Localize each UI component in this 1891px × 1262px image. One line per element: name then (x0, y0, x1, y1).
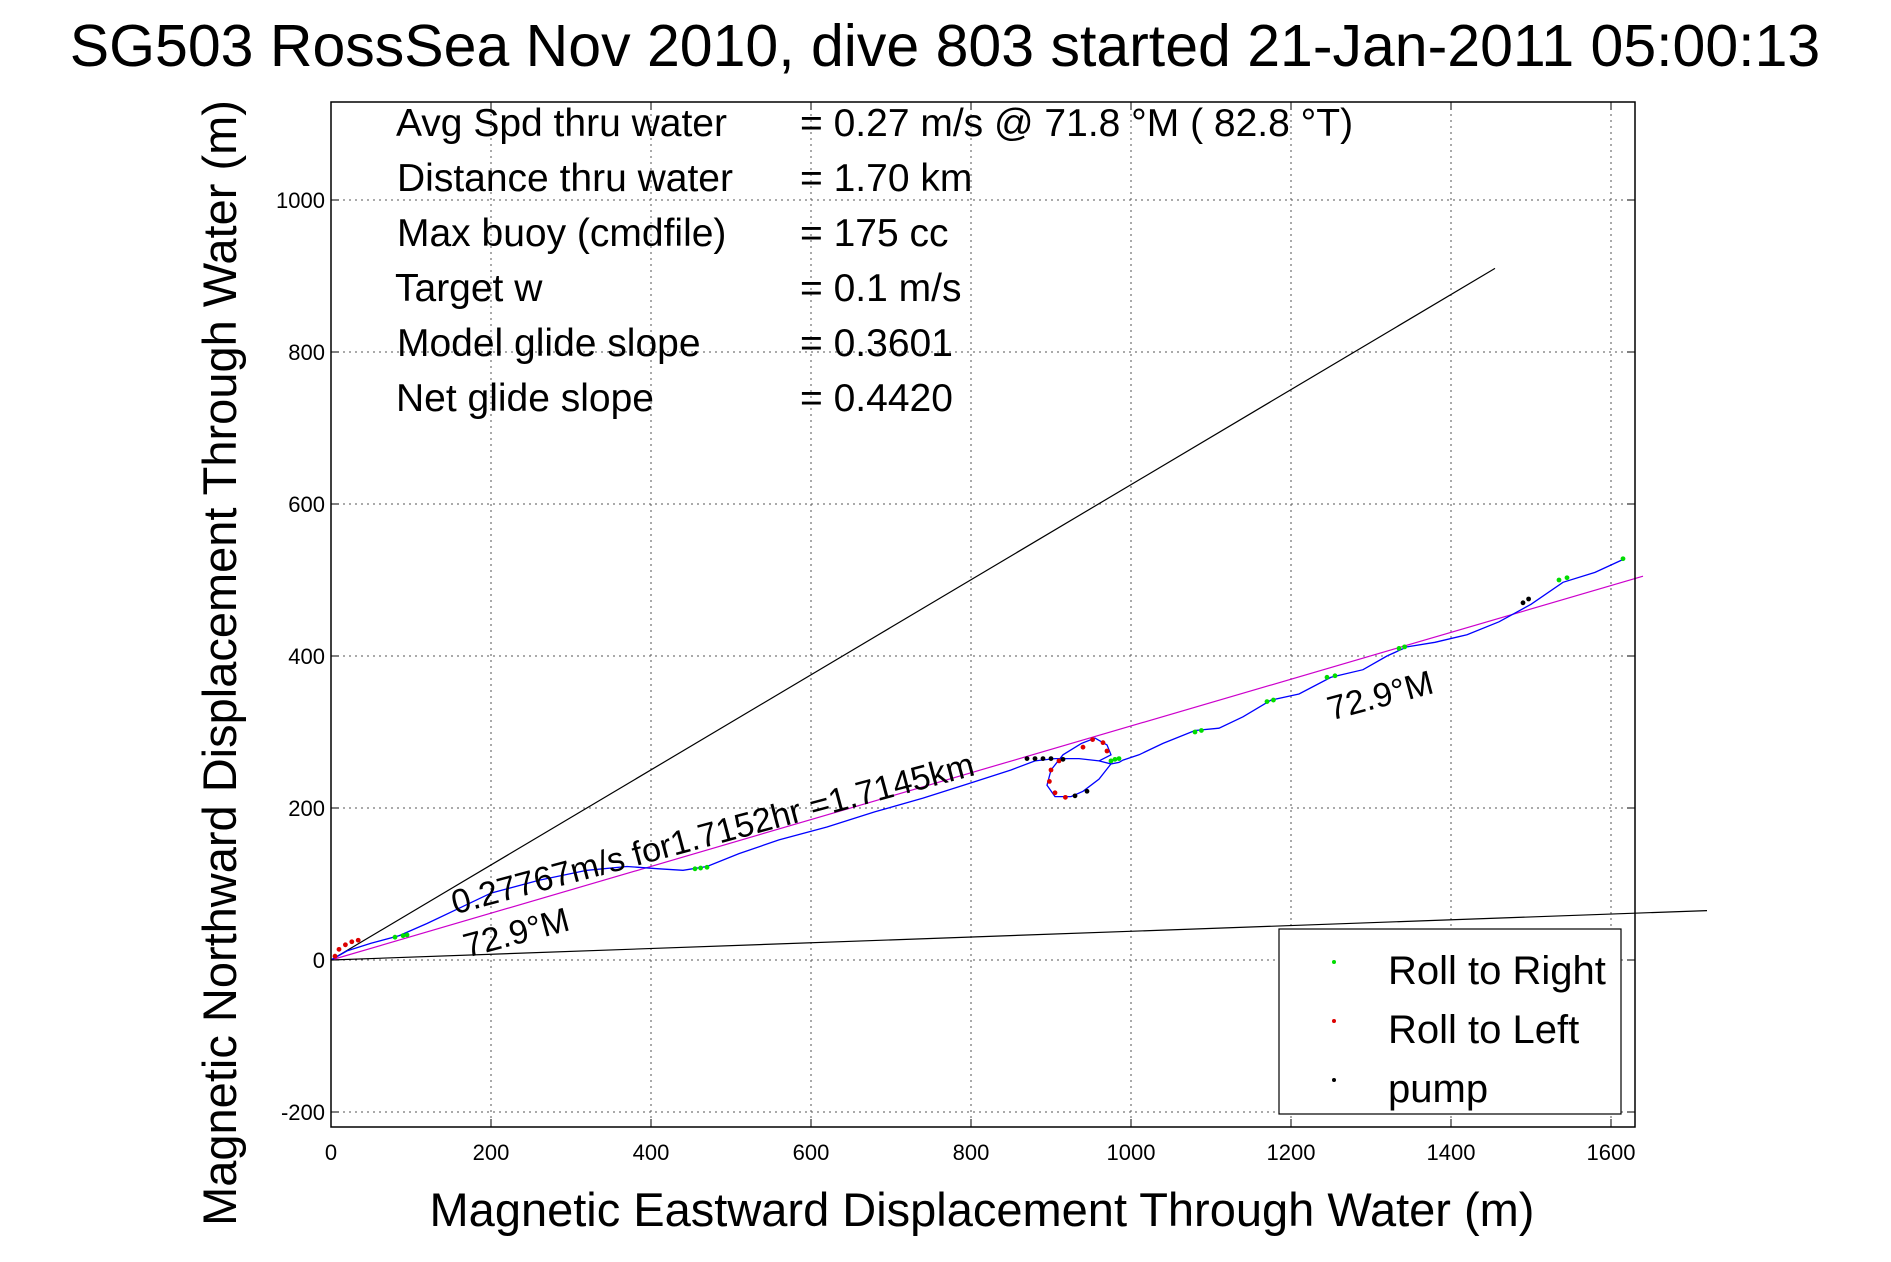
y-tick-label: 1000 (276, 188, 325, 213)
x-tick-label: 1600 (1587, 1140, 1636, 1165)
marker-roll-left (336, 946, 342, 952)
legend-box (1278, 928, 1622, 1115)
x-tick-label: 1400 (1427, 1140, 1476, 1165)
legend-swatch-roll-right (1332, 960, 1336, 964)
marker-roll-right (1332, 673, 1338, 679)
stat-label-max-buoy: Max buoy (cmdfile) (397, 212, 726, 255)
reference-line-net-heading (330, 575, 1644, 961)
stat-value-avg-speed: = 0.27 m/s @ 71.8 °M ( 82.8 °T) (800, 102, 1353, 145)
reference-lines (330, 267, 1708, 961)
marker-roll-right (1199, 728, 1204, 733)
marker-roll-left (1104, 748, 1110, 754)
chart-title: SG503 RossSea Nov 2010, dive 803 started… (70, 13, 1820, 79)
marker-roll-left (1063, 794, 1068, 800)
x-tick-label: 800 (953, 1140, 990, 1165)
stat-value-target-w: = 0.1 m/s (800, 267, 961, 310)
marker-roll-right (404, 932, 410, 938)
marker-pump (1048, 756, 1054, 761)
x-axis-label: Magnetic Eastward Displacement Through W… (430, 1183, 1535, 1236)
marker-roll-left (343, 942, 348, 948)
marker-roll-right (1564, 575, 1570, 581)
y-tick-label: 400 (288, 644, 325, 669)
marker-roll-left (1052, 790, 1058, 796)
marker-roll-right (1108, 758, 1114, 764)
marker-roll-right (1620, 556, 1626, 562)
marker-roll-left (355, 937, 361, 943)
marker-pump (1060, 756, 1066, 762)
reference-line-lower-bound (330, 910, 1708, 961)
stat-value-distance: = 1.70 km (800, 157, 972, 200)
marker-roll-right (1324, 674, 1330, 680)
marker-roll-right (1264, 699, 1270, 704)
y-tick-label: -200 (281, 1100, 325, 1125)
y-tick-label: 200 (288, 796, 325, 821)
y-axis-label: Magnetic Northward Displacement Through … (193, 100, 246, 1226)
y-axis-ticks: -200 0 200 400 600 800 1000 (276, 188, 1635, 1125)
marker-pump (1040, 756, 1046, 761)
legend-swatch-roll-left (1332, 1019, 1336, 1023)
marker-pump (1032, 756, 1038, 761)
marker-pump (1084, 788, 1090, 794)
x-tick-label: 200 (473, 1140, 510, 1165)
x-tick-label: 1000 (1107, 1140, 1156, 1165)
reference-line-upper-bound (330, 267, 1496, 961)
marker-roll-left (1100, 740, 1106, 746)
x-axis-ticks: 0 200 400 600 800 1000 1200 1400 1600 (325, 102, 1636, 1165)
marker-roll-left (1047, 779, 1052, 784)
marker-pump (1072, 793, 1078, 799)
marker-roll-left (1090, 737, 1095, 742)
marker-pump (1024, 756, 1030, 761)
marker-roll-right (1556, 577, 1562, 583)
roll-markers (332, 556, 1626, 959)
stat-label-distance: Distance thru water (397, 157, 733, 200)
marker-roll-left (349, 939, 355, 945)
legend-label-roll-left: Roll to Left (1388, 1008, 1579, 1052)
stat-label-net-glide: Net glide slope (396, 377, 654, 420)
marker-roll-right (1112, 756, 1118, 762)
stat-value-net-glide: = 0.4420 (800, 377, 953, 420)
marker-roll-right (392, 934, 398, 940)
marker-pump (1520, 600, 1526, 606)
x-tick-label: 600 (793, 1140, 830, 1165)
stat-label-model-glide: Model glide slope (397, 322, 701, 365)
marker-roll-left (1048, 767, 1054, 773)
stat-value-max-buoy: = 175 cc (800, 212, 949, 255)
legend-label-pump: pump (1388, 1067, 1488, 1111)
stat-label-avg-speed: Avg Spd thru water (396, 102, 727, 145)
marker-roll-right (1402, 644, 1407, 650)
marker-roll-right (692, 866, 698, 872)
marker-pump (1526, 596, 1531, 602)
x-tick-label: 1200 (1267, 1140, 1316, 1165)
stat-label-target-w: Target w (395, 267, 543, 310)
legend-label-roll-right: Roll to Right (1388, 949, 1606, 993)
marker-roll-right (704, 864, 710, 870)
marker-roll-right (1396, 646, 1402, 651)
x-tick-label: 0 (325, 1140, 337, 1165)
legend-swatch-pump (1332, 1078, 1336, 1082)
marker-roll-right (698, 865, 703, 871)
x-tick-label: 400 (633, 1140, 670, 1165)
marker-roll-left (1056, 758, 1062, 764)
marker-roll-right (1271, 697, 1276, 703)
plot-frame (330, 101, 1636, 1128)
y-tick-label: 800 (288, 340, 325, 365)
marker-roll-left (332, 953, 338, 959)
marker-roll-right (400, 933, 406, 939)
marker-roll-right (1192, 729, 1198, 735)
marker-roll-right (1116, 756, 1122, 761)
y-tick-label: 0 (313, 948, 325, 973)
stats-block: Avg Spd thru water = 0.27 m/s @ 71.8 °M … (395, 102, 1353, 420)
legend: Roll to Right Roll to Left pump (1278, 928, 1622, 1115)
stat-value-model-glide: = 0.3601 (800, 322, 953, 365)
y-tick-label: 600 (288, 492, 325, 517)
marker-roll-left (1080, 744, 1086, 750)
